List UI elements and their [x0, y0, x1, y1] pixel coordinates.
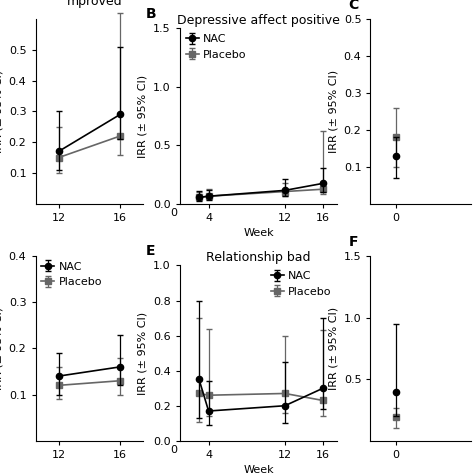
Text: F: F — [348, 235, 358, 248]
Text: 0: 0 — [170, 208, 177, 218]
Text: mproved: mproved — [67, 0, 123, 8]
Y-axis label: IRR (± 95% CI): IRR (± 95% CI) — [138, 74, 148, 158]
Text: E: E — [146, 245, 155, 258]
Text: C: C — [348, 0, 358, 11]
Legend: NAC, Placebo: NAC, Placebo — [185, 34, 247, 60]
Y-axis label: IRR (± 95% CI): IRR (± 95% CI) — [0, 307, 3, 390]
Legend: NAC, Placebo: NAC, Placebo — [271, 271, 332, 297]
Y-axis label: IRR (± 95% CI): IRR (± 95% CI) — [0, 70, 3, 153]
Y-axis label: IRR (± 95% CI): IRR (± 95% CI) — [137, 311, 147, 395]
X-axis label: Week: Week — [243, 228, 274, 238]
Y-axis label: IRR (± 95% CI): IRR (± 95% CI) — [328, 307, 338, 390]
Title: Depressive affect positive: Depressive affect positive — [177, 14, 340, 27]
Text: B: B — [146, 8, 156, 21]
X-axis label: Week: Week — [243, 465, 274, 474]
Title: Relationship bad: Relationship bad — [206, 251, 311, 264]
Y-axis label: IRR (± 95% CI): IRR (± 95% CI) — [328, 70, 338, 153]
Text: 0: 0 — [170, 445, 177, 455]
Legend: NAC, Placebo: NAC, Placebo — [41, 262, 102, 287]
